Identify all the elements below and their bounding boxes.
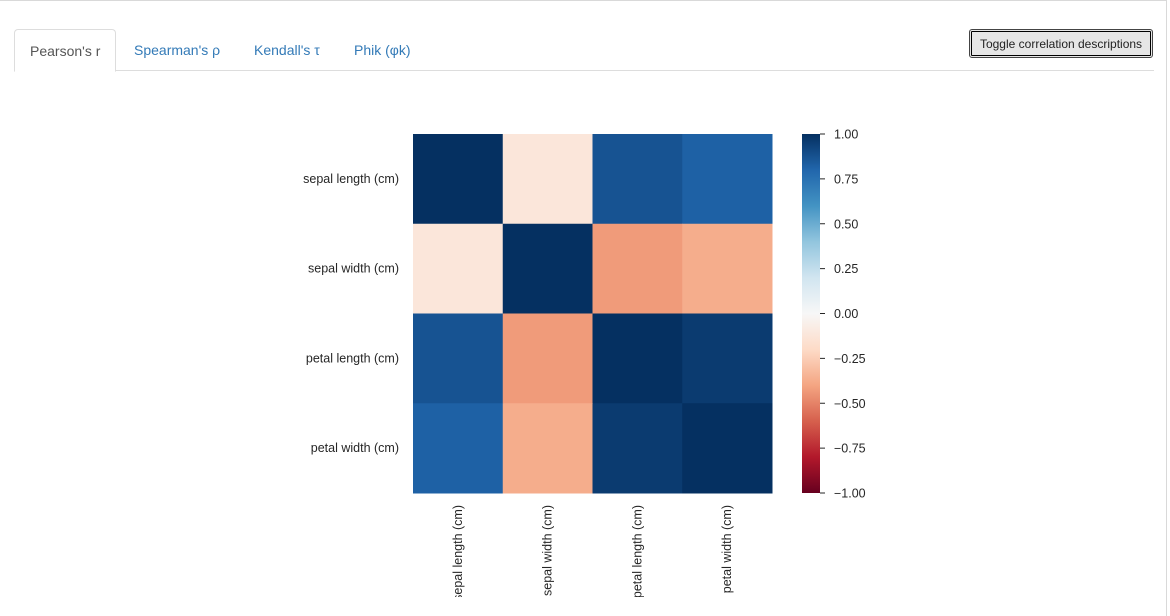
column-label: petal width (cm) bbox=[720, 505, 734, 593]
heatmap-cell bbox=[592, 223, 683, 314]
row-labels: sepal length (cm) sepal width (cm) petal l… bbox=[303, 172, 399, 455]
heatmap-cell bbox=[592, 313, 683, 404]
heatmap-cell bbox=[682, 313, 773, 404]
correlation-tabs: Pearson's r Spearman's ρ Kendall's τ Phi… bbox=[14, 29, 1154, 72]
colorbar-tick-label: 0.50 bbox=[834, 217, 858, 231]
tab-phik[interactable]: Phik (φk) bbox=[354, 42, 411, 58]
colorbar-tick-label: −0.75 bbox=[834, 442, 866, 456]
row-label: sepal length (cm) bbox=[303, 172, 399, 186]
heatmap-cell bbox=[413, 134, 504, 225]
heatmap-cell bbox=[413, 403, 504, 494]
row-label: petal length (cm) bbox=[306, 351, 399, 365]
heatmap-cell bbox=[502, 403, 593, 494]
colorbar-ticks: 1.00 0.75 0.50 0.25 0.00 −0.25 −0.50 −0.75 −1.00 bbox=[820, 128, 866, 501]
tab-spearman[interactable]: Spearman's ρ bbox=[134, 42, 221, 58]
row-label: sepal width (cm) bbox=[308, 262, 399, 276]
column-label: petal length (cm) bbox=[630, 505, 644, 598]
column-label: sepal width (cm) bbox=[541, 505, 555, 596]
heatmap-cell bbox=[502, 313, 593, 404]
heatmap-cell bbox=[682, 223, 773, 314]
heatmap-cell bbox=[592, 134, 683, 225]
heatmap-cell bbox=[682, 403, 773, 494]
colorbar bbox=[802, 134, 820, 493]
colorbar-tick-label: 0.25 bbox=[834, 262, 858, 276]
heatmap-cell bbox=[502, 134, 593, 225]
colorbar-tick-label: −0.25 bbox=[834, 352, 866, 366]
column-labels: sepal length (cm) sepal width (cm) petal l… bbox=[451, 505, 734, 601]
heatmap-cell bbox=[413, 223, 504, 314]
colorbar-tick-label: 0.00 bbox=[834, 307, 858, 321]
tab-kendall[interactable]: Kendall's τ bbox=[254, 42, 320, 58]
toggle-descriptions-button[interactable]: Toggle correlation descriptions bbox=[969, 29, 1153, 58]
heatmap-cell bbox=[592, 403, 683, 494]
tab-pearson[interactable]: Pearson's r bbox=[14, 29, 117, 72]
heatmap-cell bbox=[502, 223, 593, 314]
row-label: petal width (cm) bbox=[311, 441, 399, 455]
column-label: sepal length (cm) bbox=[451, 505, 465, 601]
colorbar-tick-label: −0.50 bbox=[834, 397, 866, 411]
colorbar-tick-label: 1.00 bbox=[834, 128, 858, 142]
heatmap-cell bbox=[682, 134, 773, 225]
colorbar-tick-label: −1.00 bbox=[834, 487, 866, 501]
heatmap-cell bbox=[413, 313, 504, 404]
colorbar-tick-label: 0.75 bbox=[834, 172, 858, 186]
heatmap-cells bbox=[413, 134, 773, 494]
